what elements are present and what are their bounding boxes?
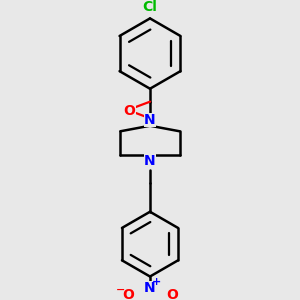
Text: +: + bbox=[152, 277, 161, 287]
Text: N: N bbox=[144, 154, 156, 168]
Text: N: N bbox=[144, 113, 156, 127]
Text: −: − bbox=[116, 284, 125, 295]
Text: O: O bbox=[122, 288, 134, 300]
Text: N: N bbox=[144, 280, 156, 295]
Text: Cl: Cl bbox=[142, 0, 158, 14]
Text: O: O bbox=[124, 104, 136, 118]
Text: O: O bbox=[166, 288, 178, 300]
